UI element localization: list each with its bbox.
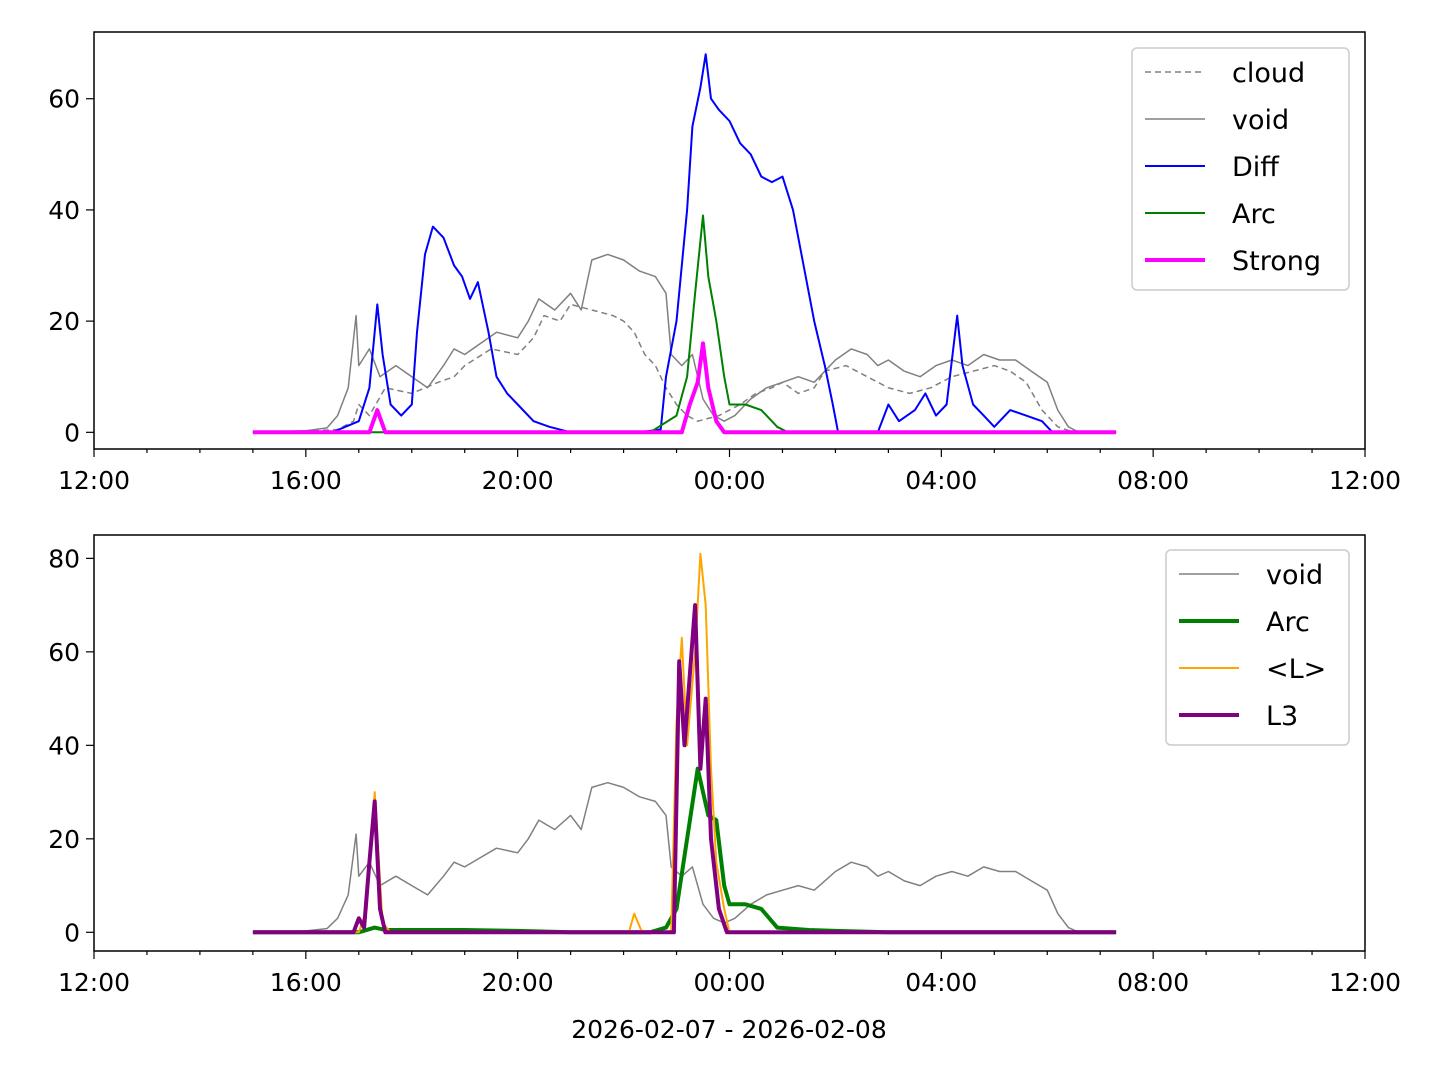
legend: cloud void Diff Arc Strong <box>1131 47 1350 291</box>
legend-label: Arc <box>1266 607 1310 638</box>
bottom-panel: 12:00 16:00 20:00 00:00 04:00 08:00 12:00 0 20 40… <box>48 534 1401 997</box>
legend-label: Strong <box>1232 246 1321 277</box>
legend-label: void <box>1266 560 1323 591</box>
y-tick-label: 60 <box>48 638 80 667</box>
x-tick-label: 00:00 <box>693 968 765 997</box>
series-group <box>252 53 1117 435</box>
x-tick-label: 12:00 <box>58 466 130 495</box>
legend-label: <L> <box>1266 654 1326 685</box>
y-tick-label: 60 <box>48 85 80 114</box>
x-tick-label: 16:00 <box>270 466 342 495</box>
legend-label: L3 <box>1266 701 1298 732</box>
x-tick-label: 12:00 <box>1329 466 1401 495</box>
x-tick-label: 08:00 <box>1117 466 1189 495</box>
bottom-x-axis-label: 2026-02-07 - 2026-02-08 <box>571 1015 887 1044</box>
series-line-l3 <box>252 603 1117 935</box>
x-tick-label: 04:00 <box>905 466 977 495</box>
series-line-strong <box>252 341 1117 435</box>
series-group <box>252 552 1117 935</box>
y-tick-label: 0 <box>64 918 80 947</box>
legend-label: Diff <box>1232 152 1280 183</box>
y-tick-label: 0 <box>64 418 80 447</box>
legend-box <box>1165 549 1350 746</box>
y-tick-label: 40 <box>48 731 80 760</box>
x-tick-label: 04:00 <box>905 968 977 997</box>
y-tick-label: 20 <box>48 825 80 854</box>
series-line-arc <box>252 214 1117 434</box>
x-tick-label: 12:00 <box>1329 968 1401 997</box>
series-line-diff <box>252 53 1054 434</box>
x-tick-label: 16:00 <box>270 968 342 997</box>
x-tick-label: 12:00 <box>58 968 130 997</box>
legend-label: cloud <box>1232 58 1305 89</box>
legend-box <box>1131 47 1350 291</box>
y-tick-label: 80 <box>48 544 80 573</box>
legend: void Arc <L> L3 <box>1165 549 1350 746</box>
legend-label: void <box>1232 105 1289 136</box>
legend-label: Arc <box>1232 199 1276 230</box>
x-tick-label: 08:00 <box>1117 968 1189 997</box>
series-line-cloud <box>252 303 1117 434</box>
series-line-arc <box>252 766 1117 935</box>
y-tick-label: 40 <box>48 196 80 225</box>
y-tick-label: 20 <box>48 307 80 336</box>
top-panel: 12:00 16:00 20:00 00:00 04:00 08:00 12:00 0 20 40… <box>48 31 1401 495</box>
x-tick-label: 20:00 <box>482 968 554 997</box>
x-tick-label: 20:00 <box>482 466 554 495</box>
x-tick-label: 00:00 <box>693 466 765 495</box>
